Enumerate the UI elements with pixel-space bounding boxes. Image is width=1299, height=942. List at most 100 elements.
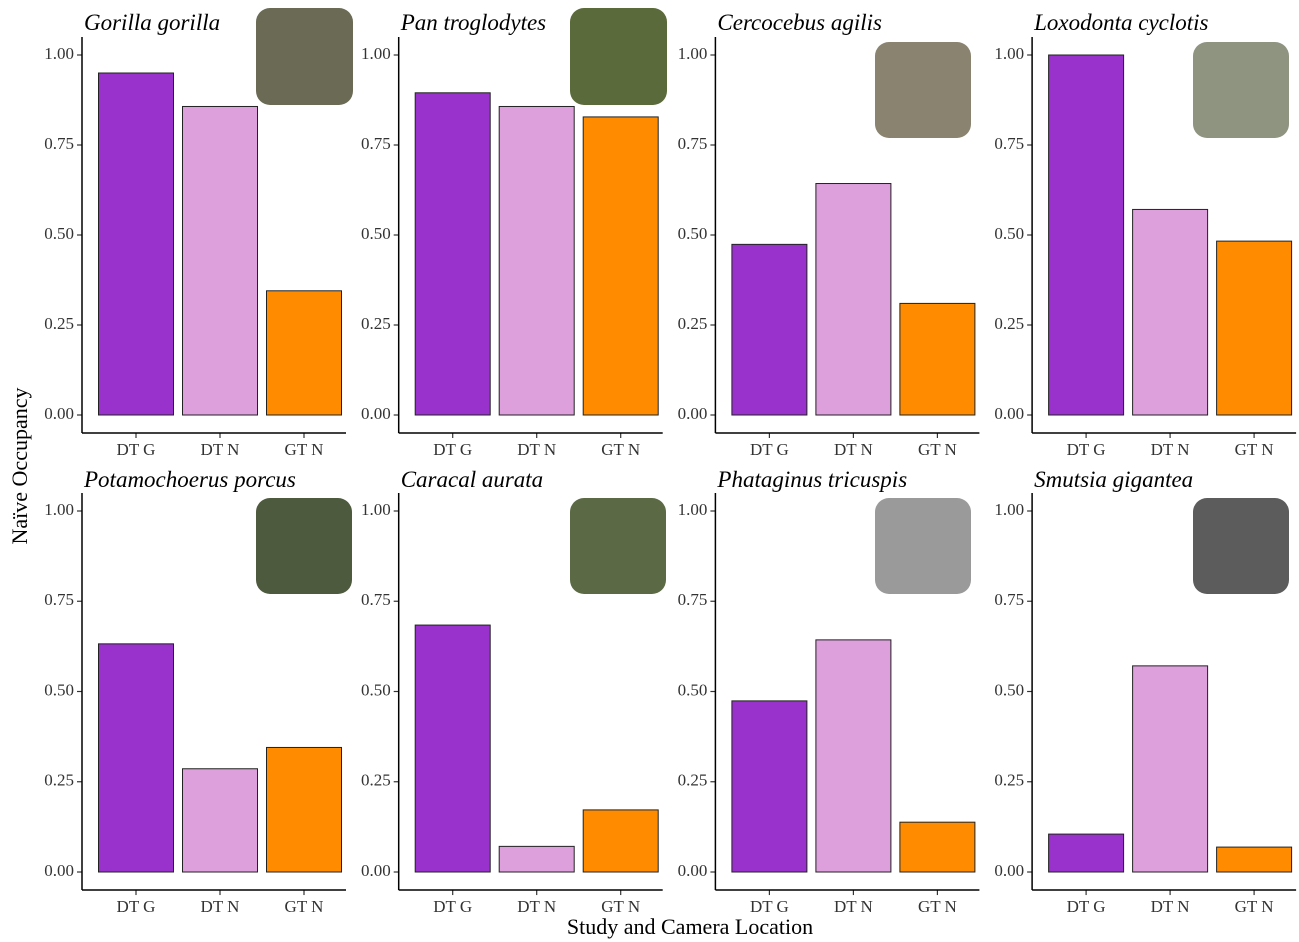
bar (1049, 834, 1124, 872)
y-tick-label: 0.75 (44, 590, 74, 609)
y-tick-label: 0.75 (678, 134, 708, 153)
y-tick-label: 1.00 (994, 500, 1024, 519)
bar (499, 106, 574, 415)
panel-title: Gorilla gorilla (84, 10, 220, 35)
bar (583, 810, 658, 872)
x-tick-label: DT G (1067, 897, 1106, 916)
figure: Naïve Occupancy Study and Camera Locatio… (0, 0, 1299, 942)
y-tick-label: 0.75 (678, 590, 708, 609)
bar (99, 73, 174, 415)
species-photo (875, 42, 971, 138)
y-tick-label: 0.00 (44, 404, 74, 423)
x-tick-label: GT N (1235, 897, 1274, 916)
bar (1049, 55, 1124, 415)
panel-title: Cercocebus agilis (717, 10, 882, 35)
x-tick-label: DT N (1151, 440, 1190, 459)
x-tick-label: DT N (517, 440, 556, 459)
species-photo (1193, 498, 1289, 594)
y-tick-label: 0.25 (44, 771, 74, 790)
x-tick-label: DT N (517, 897, 556, 916)
bar (1217, 847, 1292, 872)
x-tick-label: DT G (117, 440, 156, 459)
bar (183, 769, 258, 872)
y-tick-label: 0.50 (44, 224, 74, 243)
y-tick-label: 1.00 (678, 500, 708, 519)
x-tick-label: GT N (601, 897, 640, 916)
y-tick-label: 0.25 (44, 314, 74, 333)
bar (900, 822, 975, 872)
x-tick-label: DT N (201, 440, 240, 459)
bar (1217, 241, 1292, 415)
x-tick-label: GT N (1235, 440, 1274, 459)
x-tick-label: DT G (117, 897, 156, 916)
bar (415, 625, 490, 872)
bar (267, 291, 342, 415)
panel-title: Potamochoerus porcus (83, 467, 296, 492)
y-tick-label: 0.75 (361, 590, 391, 609)
y-tick-label: 0.50 (994, 224, 1024, 243)
x-tick-label: GT N (285, 440, 324, 459)
x-axis-label: Study and Camera Location (567, 914, 813, 939)
y-tick-label: 0.00 (994, 861, 1024, 880)
y-tick-label: 0.75 (994, 590, 1024, 609)
panel-title: Smutsia gigantea (1034, 467, 1193, 492)
y-tick-label: 0.00 (994, 404, 1024, 423)
species-photo (256, 498, 352, 594)
bar (1133, 666, 1208, 872)
y-axis-label: Naïve Occupancy (7, 388, 32, 545)
y-tick-label: 1.00 (361, 500, 391, 519)
y-tick-label: 0.75 (994, 134, 1024, 153)
panel-title: Phataginus tricuspis (716, 467, 907, 492)
y-tick-label: 0.00 (44, 861, 74, 880)
species-photo (256, 8, 353, 105)
y-tick-label: 0.25 (678, 771, 708, 790)
y-tick-label: 0.25 (994, 771, 1024, 790)
x-tick-label: GT N (285, 897, 324, 916)
y-tick-label: 0.25 (361, 771, 391, 790)
y-tick-label: 0.75 (361, 134, 391, 153)
x-tick-label: GT N (918, 440, 957, 459)
bar (415, 93, 490, 415)
bar (267, 747, 342, 872)
bar (816, 184, 891, 415)
y-tick-label: 0.75 (44, 134, 74, 153)
x-tick-label: GT N (918, 897, 957, 916)
bar (816, 640, 891, 872)
species-photo (570, 8, 667, 105)
x-tick-label: GT N (601, 440, 640, 459)
species-photo (875, 498, 971, 594)
y-tick-label: 0.00 (361, 861, 391, 880)
y-tick-label: 0.50 (361, 680, 391, 699)
x-tick-label: DT G (433, 440, 472, 459)
x-tick-label: DT G (750, 440, 789, 459)
y-tick-label: 0.25 (994, 314, 1024, 333)
bar (732, 244, 807, 415)
x-tick-label: DT G (750, 897, 789, 916)
x-tick-label: DT G (1067, 440, 1106, 459)
y-tick-label: 0.50 (361, 224, 391, 243)
y-tick-label: 1.00 (44, 44, 74, 63)
bar (499, 846, 574, 872)
bar (900, 303, 975, 415)
y-tick-label: 1.00 (361, 44, 391, 63)
x-tick-label: DT N (834, 440, 873, 459)
y-tick-label: 1.00 (994, 44, 1024, 63)
bar (99, 644, 174, 872)
y-tick-label: 0.50 (678, 680, 708, 699)
y-tick-label: 0.00 (678, 404, 708, 423)
y-tick-label: 1.00 (678, 44, 708, 63)
species-photo (1193, 42, 1289, 138)
y-tick-label: 1.00 (44, 500, 74, 519)
bar (1133, 209, 1208, 415)
y-tick-label: 0.00 (678, 861, 708, 880)
panel-title: Caracal aurata (401, 467, 543, 492)
x-tick-label: DT N (1151, 897, 1190, 916)
y-tick-label: 0.50 (994, 680, 1024, 699)
x-tick-label: DT N (201, 897, 240, 916)
y-tick-label: 0.25 (361, 314, 391, 333)
y-tick-label: 0.50 (678, 224, 708, 243)
bar (583, 117, 658, 415)
panel-title: Loxodonta cyclotis (1033, 10, 1208, 35)
y-tick-label: 0.50 (44, 680, 74, 699)
bar (183, 106, 258, 415)
